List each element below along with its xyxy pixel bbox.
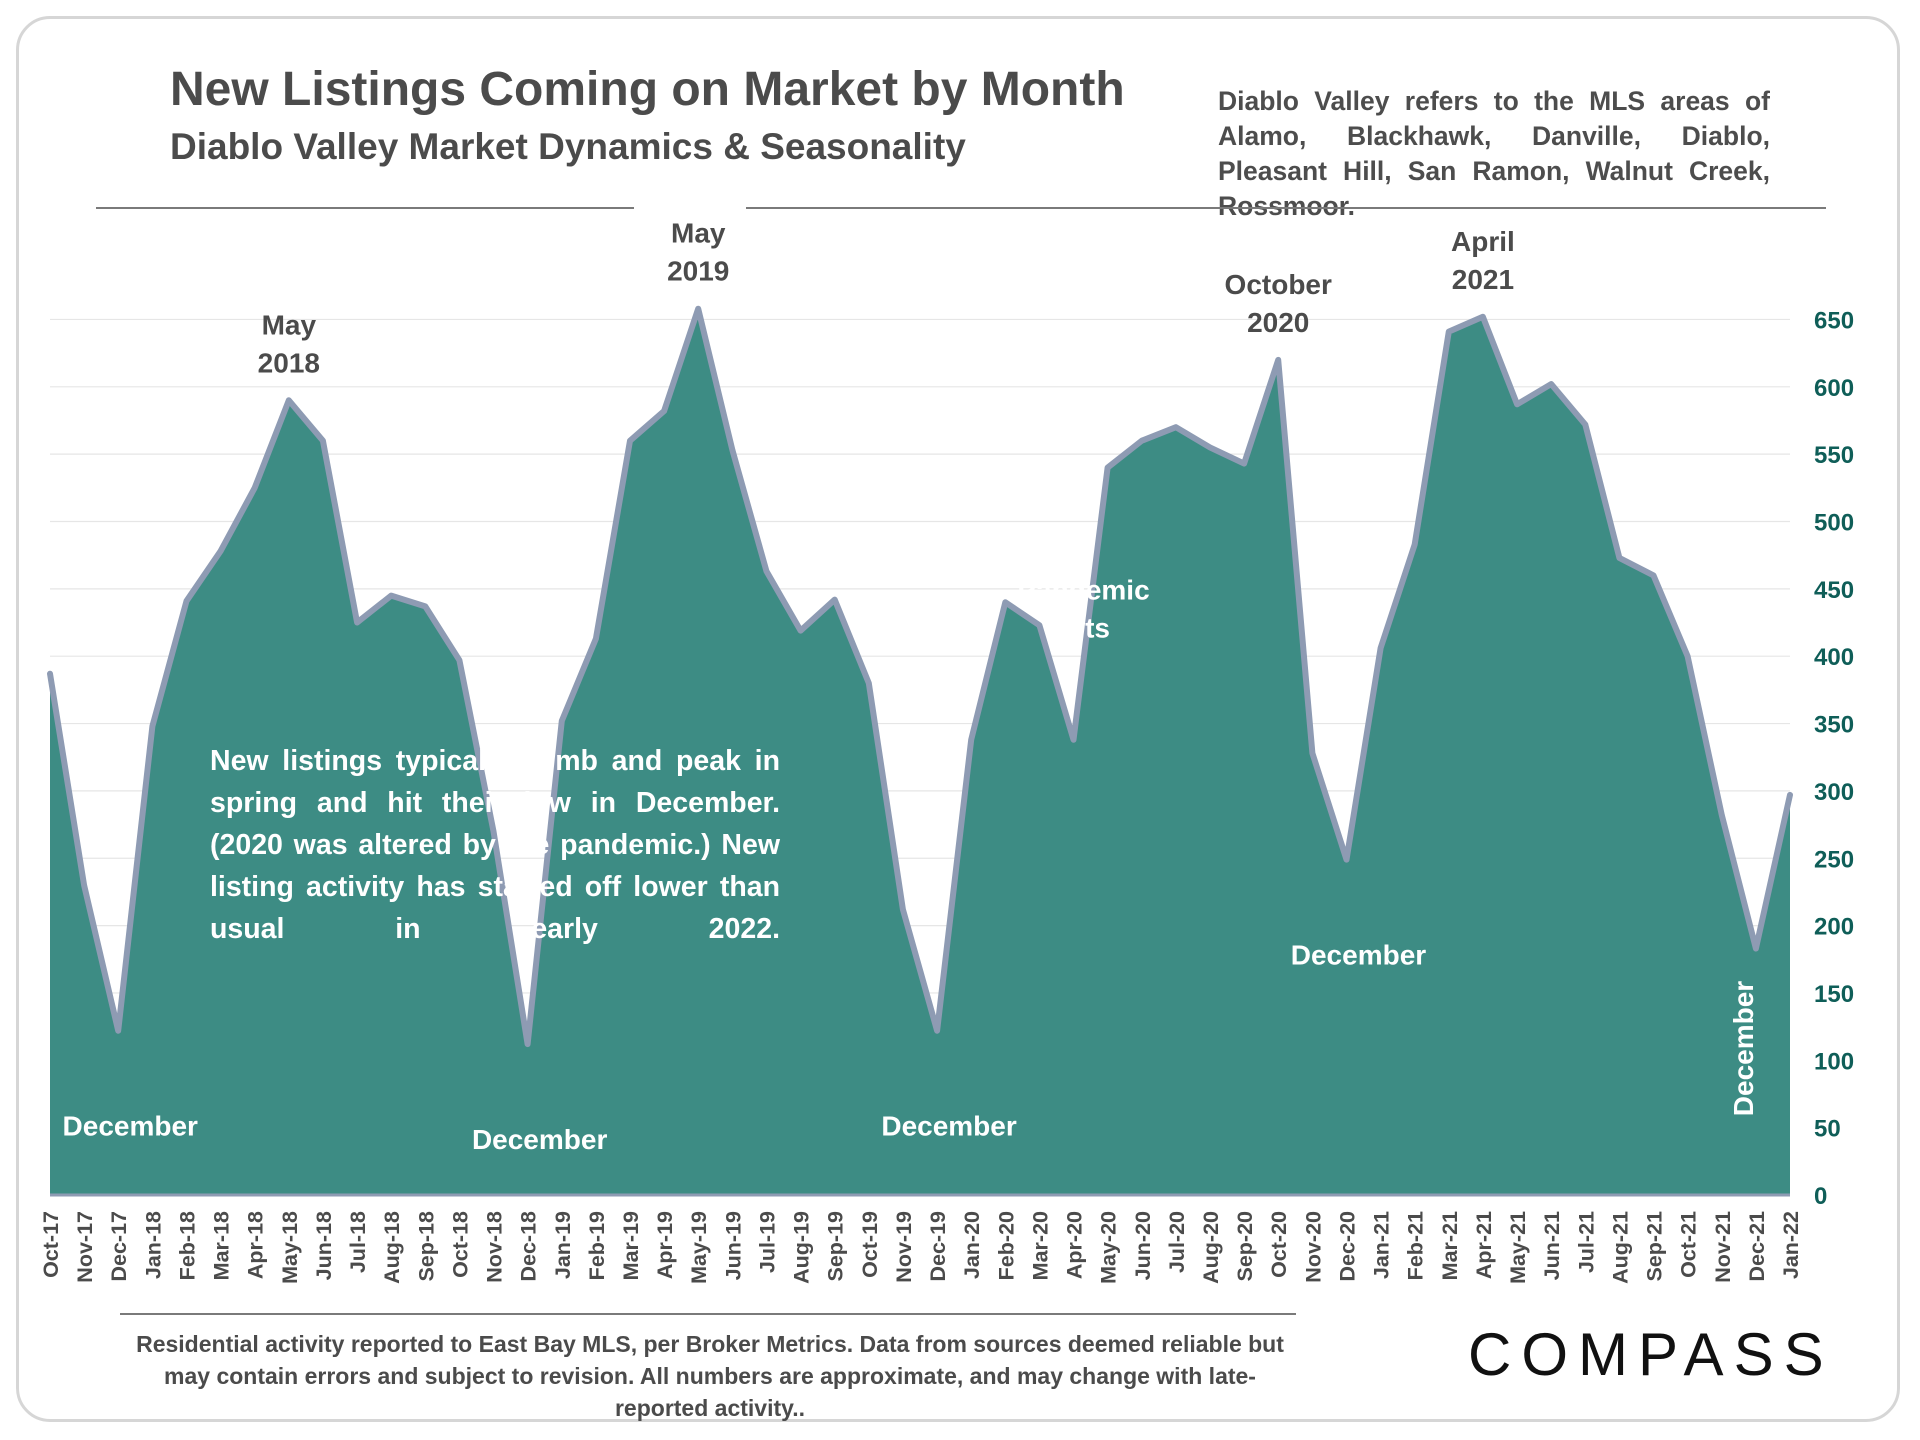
y-tick-label: 250 <box>1814 846 1854 873</box>
x-tick-label: Nov-17 <box>73 1211 97 1283</box>
peak-label: 2018 <box>258 347 320 378</box>
x-tick-label: Jan-22 <box>1779 1211 1803 1279</box>
x-tick-label: Sep-19 <box>824 1211 848 1282</box>
x-tick-label: Jan-18 <box>141 1211 165 1279</box>
data-area <box>47 305 1793 1197</box>
x-tick-label: Dec-18 <box>517 1211 541 1282</box>
pandemic-label: Hits <box>1057 613 1110 644</box>
y-tick-label: 50 <box>1814 1116 1841 1143</box>
x-tick-label: Jun-18 <box>312 1211 336 1280</box>
header-rule-right <box>746 207 1826 209</box>
x-tick-label: Aug-19 <box>790 1211 814 1284</box>
y-tick-label: 650 <box>1814 307 1854 334</box>
x-tick-label: Jun-21 <box>1540 1211 1564 1280</box>
source-disclaimer: Residential activity reported to East Ba… <box>136 1331 1284 1421</box>
x-tick-label: Feb-18 <box>175 1211 199 1280</box>
low-label: December <box>1291 940 1427 971</box>
x-axis: Oct-17 Nov-17 Dec-17 Jan-18 Feb-18 Mar-18 Apr-… <box>39 1211 1803 1284</box>
x-tick-label: Feb-19 <box>585 1211 609 1280</box>
y-axis: 0 50 100 150 200 250 300 350 400 450 500 550 600 650 <box>1814 307 1854 1210</box>
chart-title: New Listings Coming on Market by Month <box>170 63 1125 116</box>
y-tick-label: 550 <box>1814 442 1854 469</box>
x-tick-label: Apr-18 <box>244 1211 268 1279</box>
x-tick-label: Oct-20 <box>1267 1211 1291 1278</box>
x-tick-label: Apr-20 <box>1063 1211 1087 1279</box>
low-label: December <box>1728 981 1759 1117</box>
x-tick-label: May-18 <box>278 1211 302 1284</box>
x-tick-label: Sep-20 <box>1233 1211 1257 1282</box>
x-tick-label: May-20 <box>1097 1211 1121 1284</box>
compass-logo: COMPASS <box>1468 1321 1834 1388</box>
x-tick-label: Jan-21 <box>1370 1211 1394 1279</box>
peak-label: May <box>262 309 317 340</box>
x-tick-label: Nov-20 <box>1301 1211 1325 1283</box>
seasonality-annotation: New listings typically climb and peak in… <box>210 745 780 945</box>
y-tick-label: 200 <box>1814 914 1854 941</box>
x-tick-label: Oct-18 <box>448 1211 472 1278</box>
x-tick-label: Aug-20 <box>1199 1211 1223 1284</box>
area-definition-note: Diablo Valley refers to the MLS areas of… <box>1218 86 1770 221</box>
y-tick-label: 450 <box>1814 577 1854 604</box>
x-tick-label: Jul-19 <box>755 1211 779 1273</box>
y-tick-label: 350 <box>1814 712 1854 739</box>
x-tick-label: Oct-17 <box>39 1211 63 1278</box>
x-tick-label: Nov-21 <box>1711 1211 1735 1283</box>
area-fill <box>50 308 1790 1195</box>
low-label: December <box>63 1111 199 1142</box>
x-tick-label: Mar-18 <box>210 1211 234 1280</box>
peak-label: 2020 <box>1247 307 1309 338</box>
series-line <box>47 305 1793 1048</box>
x-tick-label: Jul-21 <box>1574 1211 1598 1273</box>
x-tick-label: Jan-20 <box>960 1211 984 1279</box>
x-tick-label: Mar-19 <box>619 1211 643 1280</box>
x-tick-label: Feb-20 <box>994 1211 1018 1280</box>
x-tick-label: Jan-19 <box>551 1211 575 1279</box>
x-tick-label: Feb-21 <box>1404 1211 1428 1280</box>
x-tick-label: Aug-18 <box>380 1211 404 1284</box>
chart-annotations: May 2018 May 2019 October 2020 April 2021 Decemb… <box>63 218 1759 1155</box>
x-tick-label: Dec-21 <box>1745 1211 1769 1282</box>
x-tick-label: Jul-18 <box>346 1211 370 1273</box>
x-tick-label: Aug-21 <box>1608 1211 1632 1284</box>
x-tick-label: Apr-19 <box>653 1211 677 1279</box>
y-tick-label: 0 <box>1814 1183 1827 1210</box>
peak-label: 2019 <box>667 256 729 287</box>
y-tick-label: 300 <box>1814 779 1854 806</box>
y-tick-label: 400 <box>1814 644 1854 671</box>
x-tick-label: Jun-20 <box>1131 1211 1155 1280</box>
x-tick-label: Sep-18 <box>414 1211 438 1282</box>
peak-label: 2021 <box>1452 264 1514 295</box>
peak-label: April <box>1451 226 1515 257</box>
x-tick-label: Mar-20 <box>1028 1211 1052 1280</box>
x-tick-label: Oct-19 <box>858 1211 882 1278</box>
x-tick-label: Mar-21 <box>1438 1211 1462 1280</box>
y-tick-label: 100 <box>1814 1048 1854 1075</box>
x-tick-label: Nov-19 <box>892 1211 916 1283</box>
x-tick-label: Sep-21 <box>1643 1211 1667 1282</box>
x-tick-label: Jul-20 <box>1165 1211 1189 1273</box>
x-tick-label: May-21 <box>1506 1211 1530 1284</box>
y-tick-label: 500 <box>1814 510 1854 537</box>
y-tick-label: 600 <box>1814 375 1854 402</box>
x-tick-label: Dec-20 <box>1335 1211 1359 1282</box>
x-tick-label: Nov-18 <box>483 1211 507 1283</box>
peak-label: October <box>1225 269 1332 300</box>
header-rule-left <box>96 207 634 209</box>
low-label: December <box>881 1111 1017 1142</box>
x-tick-label: May-19 <box>687 1211 711 1284</box>
y-tick-label: 150 <box>1814 981 1854 1008</box>
low-label: December <box>472 1124 608 1155</box>
chart-subtitle: Diablo Valley Market Dynamics & Seasonal… <box>170 126 966 167</box>
footer-rule <box>120 1313 1296 1315</box>
x-tick-label: Dec-17 <box>107 1211 131 1282</box>
x-tick-label: Apr-21 <box>1472 1211 1496 1279</box>
pandemic-label: Pandemic <box>1017 575 1149 606</box>
peak-label: May <box>671 218 726 249</box>
x-tick-label: Dec-19 <box>926 1211 950 1282</box>
x-tick-label: Jun-19 <box>721 1211 745 1280</box>
x-tick-label: Oct-21 <box>1677 1211 1701 1278</box>
